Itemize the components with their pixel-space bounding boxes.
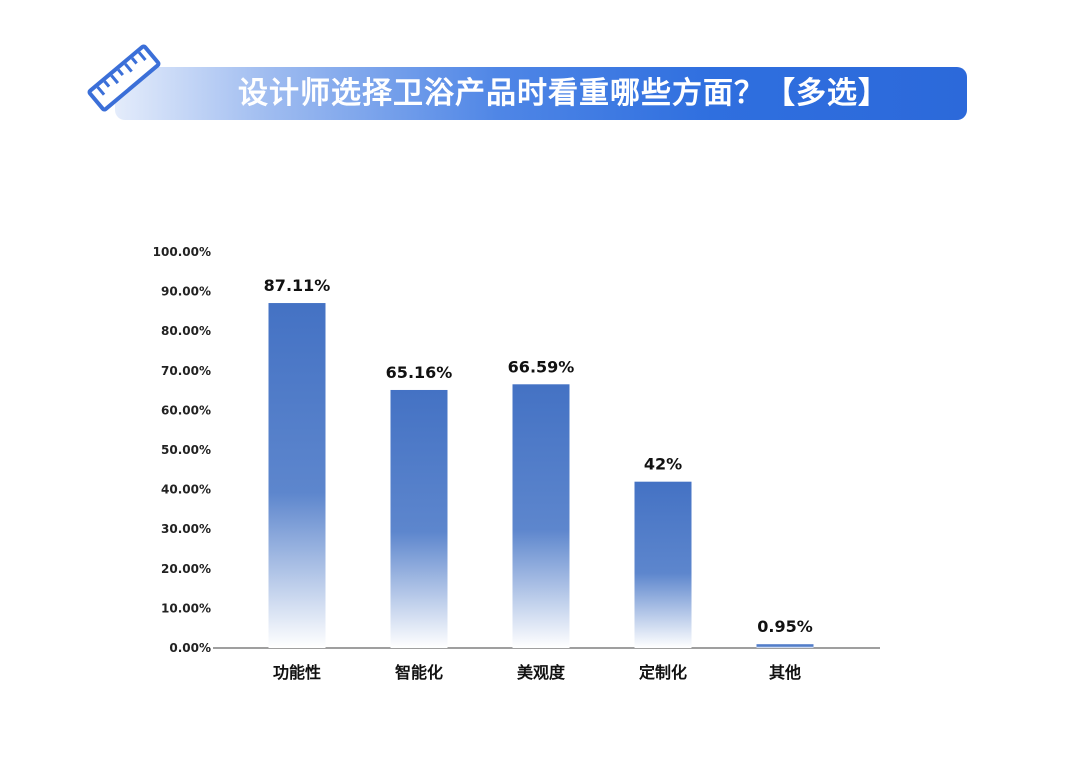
bar — [756, 644, 814, 648]
x-tick-label: 美观度 — [517, 663, 566, 682]
x-tick-label: 定制化 — [638, 663, 687, 682]
bar — [512, 384, 570, 648]
data-label: 0.95% — [757, 617, 813, 636]
y-tick-label: 30.00% — [161, 522, 211, 536]
x-tick-label: 智能化 — [395, 663, 443, 682]
bar — [634, 481, 692, 648]
y-tick-label: 20.00% — [161, 562, 211, 576]
x-tick-label: 其他 — [769, 663, 801, 682]
y-tick-label: 80.00% — [161, 324, 211, 338]
bar — [390, 389, 448, 648]
y-tick-label: 70.00% — [161, 364, 211, 378]
y-tick-label: 60.00% — [161, 403, 211, 417]
y-tick-label: 40.00% — [161, 483, 211, 497]
data-label: 65.16% — [386, 363, 453, 382]
y-tick-label: 0.00% — [169, 641, 211, 655]
bar — [268, 303, 326, 648]
data-label: 42% — [644, 455, 682, 474]
title-banner — [115, 67, 967, 120]
data-label: 87.11% — [264, 276, 331, 295]
chart-title: 设计师选择卫浴产品时看重哪些方面？【多选】 — [238, 76, 889, 111]
data-label: 66.59% — [508, 357, 575, 376]
y-tick-label: 50.00% — [161, 443, 211, 457]
x-tick-label: 功能性 — [273, 663, 321, 682]
y-tick-label: 90.00% — [161, 285, 211, 299]
ruler-icon — [87, 44, 161, 112]
y-tick-label: 10.00% — [161, 601, 211, 615]
y-tick-label: 100.00% — [153, 245, 211, 259]
